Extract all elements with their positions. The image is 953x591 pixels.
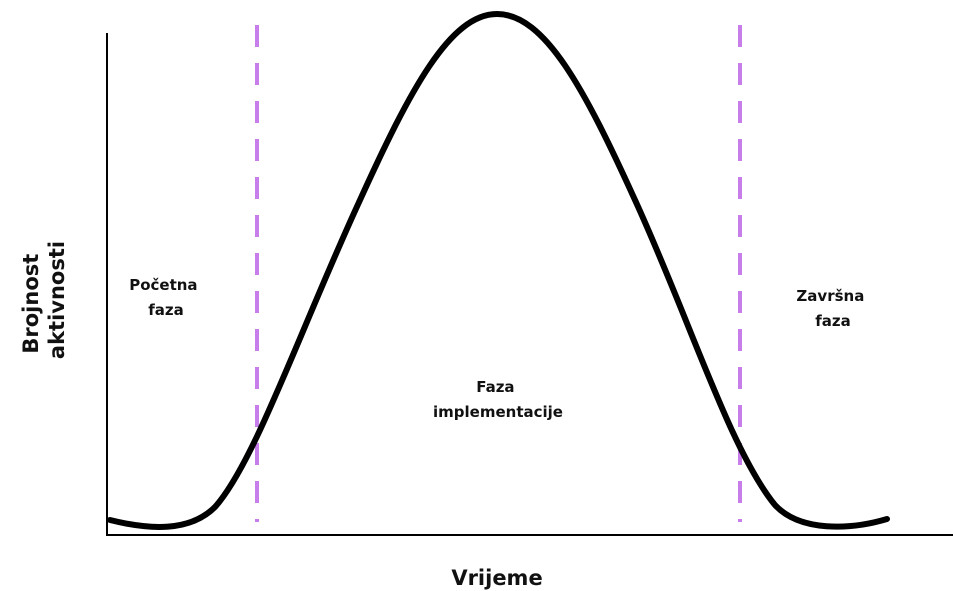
y-axis-label-line: aktivnosti (45, 241, 69, 359)
phase-label-line: implementacije (433, 403, 563, 421)
phase-label-line: Početna (129, 276, 197, 294)
y-axis-label: Brojnost aktivnosti (19, 241, 69, 359)
y-axis-label-line: Brojnost (19, 254, 43, 354)
phase-label: Početna faza (129, 276, 203, 319)
x-axis-label: Vrijeme (451, 566, 542, 590)
phase-label-line: faza (148, 301, 184, 319)
phase-label-line: Završna (796, 287, 864, 305)
activity-curve (107, 10, 890, 530)
phase-label: Završna faza (796, 287, 869, 330)
phase-label-line: faza (815, 312, 851, 330)
phase-label-line: Faza (476, 378, 514, 396)
phase-label: Faza implementacije (433, 378, 563, 421)
